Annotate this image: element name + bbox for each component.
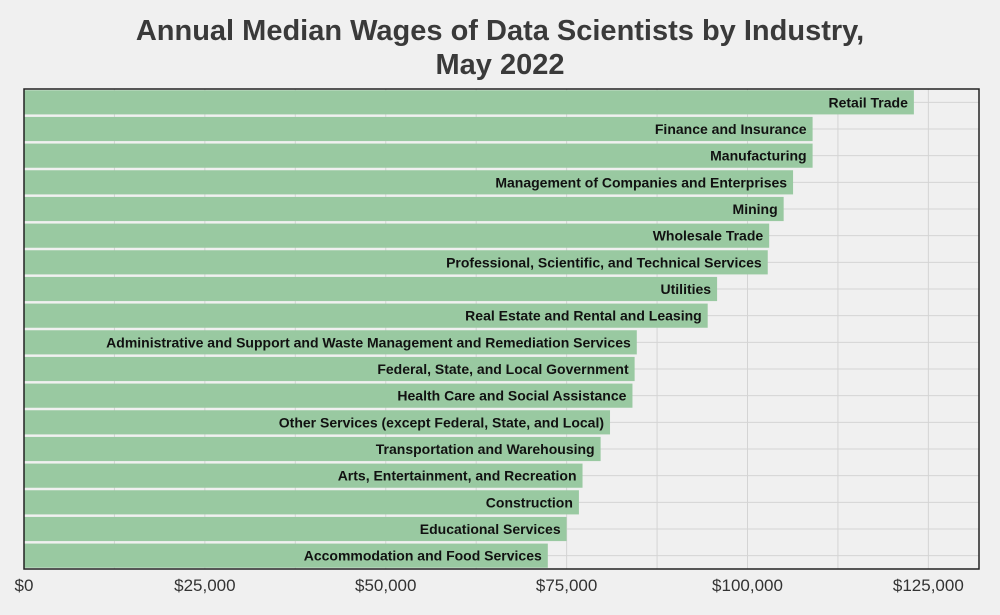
bar-label: Administrative and Support and Waste Man… — [106, 334, 631, 350]
bar — [24, 356, 635, 382]
bar-label: Accommodation and Food Services — [304, 548, 542, 564]
x-tick-label: $100,000 — [712, 576, 783, 595]
x-tick-label: $25,000 — [174, 576, 235, 595]
bar-label: Construction — [486, 494, 573, 510]
bars — [24, 90, 914, 568]
bar-label: Educational Services — [420, 521, 561, 537]
x-tick-label: $75,000 — [536, 576, 597, 595]
bar — [24, 223, 770, 248]
bar — [24, 90, 914, 115]
x-tick-label: $125,000 — [893, 576, 964, 595]
bar — [24, 170, 794, 195]
bar — [24, 143, 813, 168]
bar-label: Wholesale Trade — [653, 228, 764, 244]
chart-title-line-2: May 2022 — [435, 49, 565, 81]
bar — [24, 196, 784, 222]
bar-label: Manufacturing — [710, 148, 806, 164]
bar — [24, 463, 583, 488]
bar-label: Other Services (except Federal, State, a… — [279, 414, 604, 430]
bar — [24, 276, 718, 302]
bar-label: Real Estate and Rental and Leasing — [465, 308, 702, 324]
bar-label: Health Care and Social Assistance — [397, 388, 626, 404]
bar — [24, 116, 813, 142]
bar — [24, 383, 633, 408]
bar — [24, 303, 708, 328]
x-axis-tick-labels: $0 $25,000 $50,000 $75,000 $100,000 $125,000 — [15, 576, 964, 595]
x-tick-label: $50,000 — [355, 576, 416, 595]
chart-title: Annual Median Wages of Data Scientists b… — [0, 14, 1000, 82]
bar-label: Retail Trade — [829, 94, 909, 110]
bar-label: Professional, Scientific, and Technical … — [446, 254, 762, 270]
bar — [24, 410, 611, 435]
bar — [24, 250, 768, 275]
bar-label: Finance and Insurance — [655, 121, 807, 137]
bar — [24, 436, 601, 462]
plot-area-border — [23, 88, 980, 570]
bar-label: Management of Companies and Enterprises — [495, 174, 787, 190]
x-tick-label: $0 — [15, 576, 34, 595]
bar-labels: Retail Trade Finance and Insurance Manufac… — [106, 94, 908, 563]
bar — [24, 330, 637, 355]
bar — [24, 516, 567, 542]
bar-label: Transportation and Warehousing — [376, 441, 595, 457]
bar-label: Utilities — [661, 281, 712, 297]
bar — [24, 543, 548, 568]
bar-label: Mining — [733, 201, 778, 217]
chart-title-line-1: Annual Median Wages of Data Scientists b… — [135, 15, 865, 47]
bar-label: Arts, Entertainment, and Recreation — [338, 468, 577, 484]
bar-label: Federal, State, and Local Government — [377, 361, 629, 377]
bar — [24, 490, 579, 515]
